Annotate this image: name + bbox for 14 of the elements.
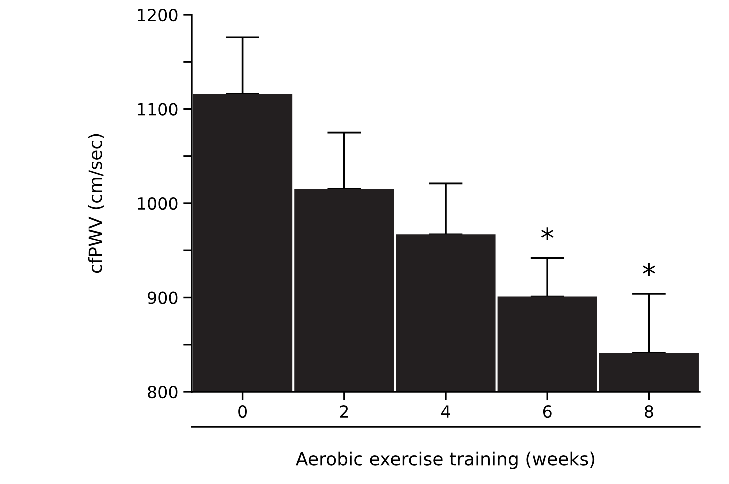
y-tick-label: 1100	[138, 103, 178, 116]
x-tick-label: 4	[442, 406, 450, 418]
y-axis-title: cfPWV (cm/sec)	[88, 134, 104, 274]
x-tick-label: 2	[340, 405, 348, 418]
y-tick-label: 800	[148, 386, 178, 399]
y-tick-label: 1200	[138, 8, 178, 22]
annotation: *	[541, 228, 554, 240]
annotation: *	[643, 263, 656, 276]
y-tick-label: 900	[148, 292, 178, 304]
x-axis-title: Aerobic exercise training (weeks)	[296, 452, 595, 470]
x-tick-label: 0	[238, 405, 247, 418]
x-tick-label: 6	[543, 405, 552, 418]
x-tick-label: 8	[645, 405, 654, 418]
y-tick-label: 1000	[138, 197, 178, 210]
